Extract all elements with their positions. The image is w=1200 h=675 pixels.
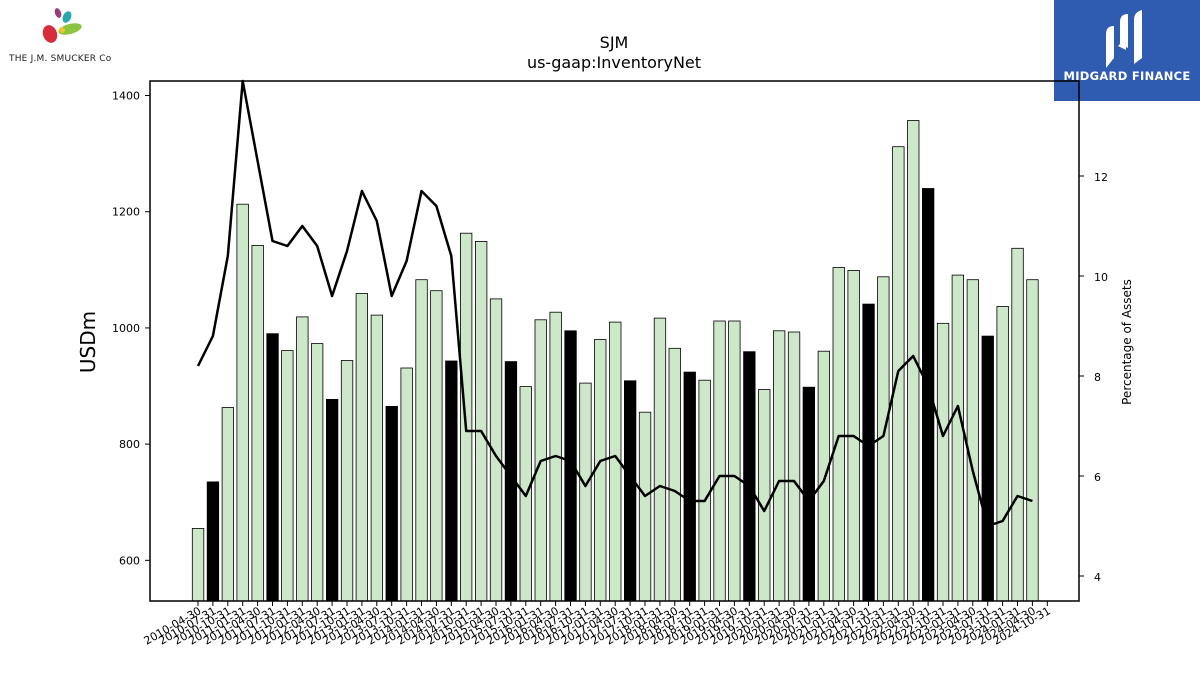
bar [296,316,309,602]
bar [936,322,950,602]
bar [922,188,935,602]
bar [653,317,667,602]
bar [236,203,249,602]
bar [385,405,398,602]
bar [787,331,801,602]
bar [206,481,220,602]
percentage-line [196,79,1033,528]
smucker-logo: THE J.M. SMUCKER Co [4,4,124,66]
bar [698,379,711,602]
bar [966,279,979,602]
bar [370,314,384,602]
bar [266,333,279,602]
bar [951,274,964,602]
right-axis: 4 6 8 10 12 [1079,171,1108,584]
left-axis: 600 800 1000 1200 1400 [112,90,150,567]
bar [728,320,741,602]
bar [743,351,756,602]
bar [400,367,413,602]
y-tick-label: 1400 [112,90,140,103]
y-right-tick-label: 4 [1094,571,1101,584]
smucker-logo-text: THE J.M. SMUCKER Co [9,54,112,64]
bar [281,350,294,602]
y-right-tick-label: 6 [1094,471,1101,484]
y-right-tick-label: 12 [1094,171,1108,184]
bar-series [191,120,1039,602]
bar [981,335,994,602]
bar [251,244,264,602]
y-right-tick-label: 10 [1094,271,1108,284]
bar [624,380,637,602]
y-tick-label: 800 [119,438,140,451]
bar [340,360,354,602]
y-axis-label: USDm [76,311,100,373]
bar [445,360,458,602]
bar [191,528,205,602]
smucker-logo-icon [42,8,82,43]
bar [415,279,428,602]
bar [355,293,369,602]
midgard-m-icon [1106,10,1142,68]
bar [832,267,845,602]
y-tick-label: 1200 [112,206,140,219]
bar [221,407,235,602]
bar [817,350,830,602]
bar [713,320,726,602]
y-tick-label: 1000 [112,322,140,335]
midgard-finance-logo: MIDGARD FINANCE [1054,0,1200,101]
chart-subtitle: us-gaap:InventoryNet [527,53,701,72]
bar [683,371,696,602]
x-axis: 2010-04-302010-07-312010-10-312011-01-31… [142,601,1053,648]
bar [430,290,443,602]
y-right-tick-label: 8 [1094,371,1101,384]
midgard-finance-text: MIDGARD FINANCE [1063,69,1191,83]
bar [474,240,488,602]
chart-title: SJM [600,33,629,52]
bar [773,330,786,602]
bar [325,398,339,602]
bar [310,343,324,602]
bar [1011,247,1024,602]
bar [1026,279,1039,602]
y-axis-right-label: Percentage of Assets [1120,279,1134,405]
bar [668,347,681,602]
bar [996,305,1009,602]
plot-frame [149,80,1080,602]
bar [862,303,875,602]
y-tick-label: 600 [119,554,140,567]
bar [579,382,592,602]
bar [758,389,771,602]
bar [638,411,652,602]
